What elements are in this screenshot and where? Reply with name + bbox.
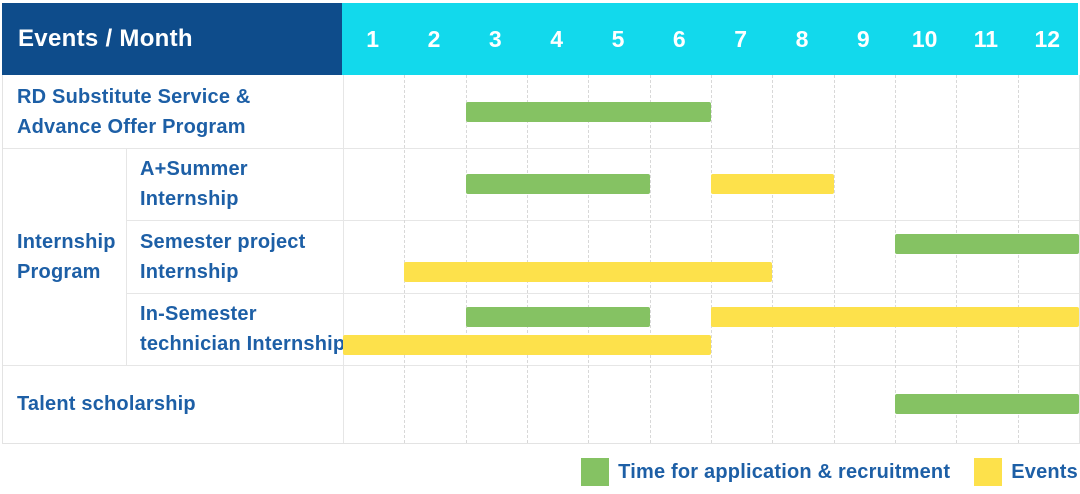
- label-line: Talent scholarship: [17, 393, 196, 415]
- label-column-divider: [343, 75, 344, 443]
- label-line: Semester project: [140, 230, 306, 253]
- month-header-cell: 4: [550, 25, 564, 52]
- table-body: RD Substitute Service & Advance Offer Pr…: [2, 75, 1080, 444]
- month-gridline: [649, 75, 651, 443]
- row-label-talent-scholarship: Talent scholarship: [17, 365, 196, 443]
- month-header-cell: 6: [672, 25, 686, 52]
- group-label-internship-program: Internship Program: [17, 148, 116, 365]
- legend: Time for application & recruitment Event…: [581, 456, 1078, 488]
- gantt-bar-application: [895, 394, 1079, 414]
- month-header-cell: 12: [1034, 25, 1061, 52]
- month-header-cell: 1: [366, 25, 380, 52]
- month-gridline: [772, 75, 774, 443]
- month-gridline: [711, 75, 712, 443]
- month-gridline: [404, 75, 406, 443]
- label-line: Internship: [17, 230, 116, 253]
- label-line: A+Summer: [140, 158, 248, 180]
- month-gridline: [527, 75, 528, 443]
- events-swatch-icon: [974, 458, 1003, 486]
- month-header-cell: 2: [427, 25, 441, 52]
- row-label-in-semester-technician: In-Semester technician Internship: [140, 293, 345, 365]
- application-swatch-icon: [581, 458, 610, 486]
- gantt-table: Events / Month 1 2 3 4 5 6 7 8 9 10 11 12 RD Substi…: [2, 3, 1080, 444]
- group-column-divider: [126, 148, 127, 365]
- row-divider: [126, 220, 1079, 221]
- gantt-bar-application: [465, 307, 650, 327]
- month-gridline: [833, 75, 835, 443]
- month-gridline: [1017, 75, 1019, 443]
- month-header-cell: 7: [734, 25, 748, 52]
- label-line: technician Internship: [140, 333, 346, 355]
- legend-item-events: Events: [974, 458, 1078, 486]
- gantt-bar-event: [711, 307, 1079, 327]
- month-header-cell: 3: [488, 25, 502, 52]
- gantt-bar-application: [465, 102, 711, 122]
- row-label-semester-project: Semester project Internship: [140, 220, 306, 293]
- legend-label-events: Events: [1011, 460, 1078, 483]
- month-header-row: 1 2 3 4 5 6 7 8 9 10 11 12: [342, 3, 1078, 75]
- gantt-bar-application: [895, 234, 1079, 254]
- legend-item-application: Time for application & recruitment: [581, 458, 950, 486]
- header-title-cell: Events / Month: [2, 3, 342, 75]
- label-line: Program: [17, 260, 101, 283]
- row-divider: [3, 148, 1079, 149]
- label-line: Internship: [140, 188, 239, 210]
- table-header: Events / Month 1 2 3 4 5 6 7 8 9 10 11 12: [2, 3, 1078, 75]
- month-header-cell: 5: [611, 25, 625, 52]
- row-label-a-plus-summer: A+Summer Internship: [140, 148, 248, 220]
- month-header-cell: 8: [795, 25, 809, 52]
- gantt-bar-event: [343, 335, 711, 355]
- month-gridline: [895, 75, 896, 443]
- month-gridline: [956, 75, 958, 443]
- month-header-cell: 10: [911, 25, 938, 52]
- label-line: In-Semester: [140, 303, 257, 325]
- gantt-bar-event: [711, 174, 834, 194]
- month-header-cell: 11: [973, 25, 999, 52]
- gantt-bar-application: [465, 174, 650, 194]
- header-title: Events / Month: [18, 25, 193, 52]
- gantt-bar-event: [404, 262, 773, 282]
- label-line: RD Substitute Service &: [17, 85, 251, 108]
- row-divider: [3, 365, 1079, 366]
- row-label-rd-substitute: RD Substitute Service & Advance Offer Pr…: [17, 75, 251, 148]
- label-line: Advance Offer Program: [17, 115, 246, 138]
- month-gridline: [588, 75, 590, 443]
- month-header-cell: 9: [856, 25, 870, 52]
- month-gridline: [465, 75, 467, 443]
- row-divider: [126, 293, 1079, 294]
- legend-label-application: Time for application & recruitment: [618, 460, 951, 483]
- label-line: Internship: [140, 260, 239, 283]
